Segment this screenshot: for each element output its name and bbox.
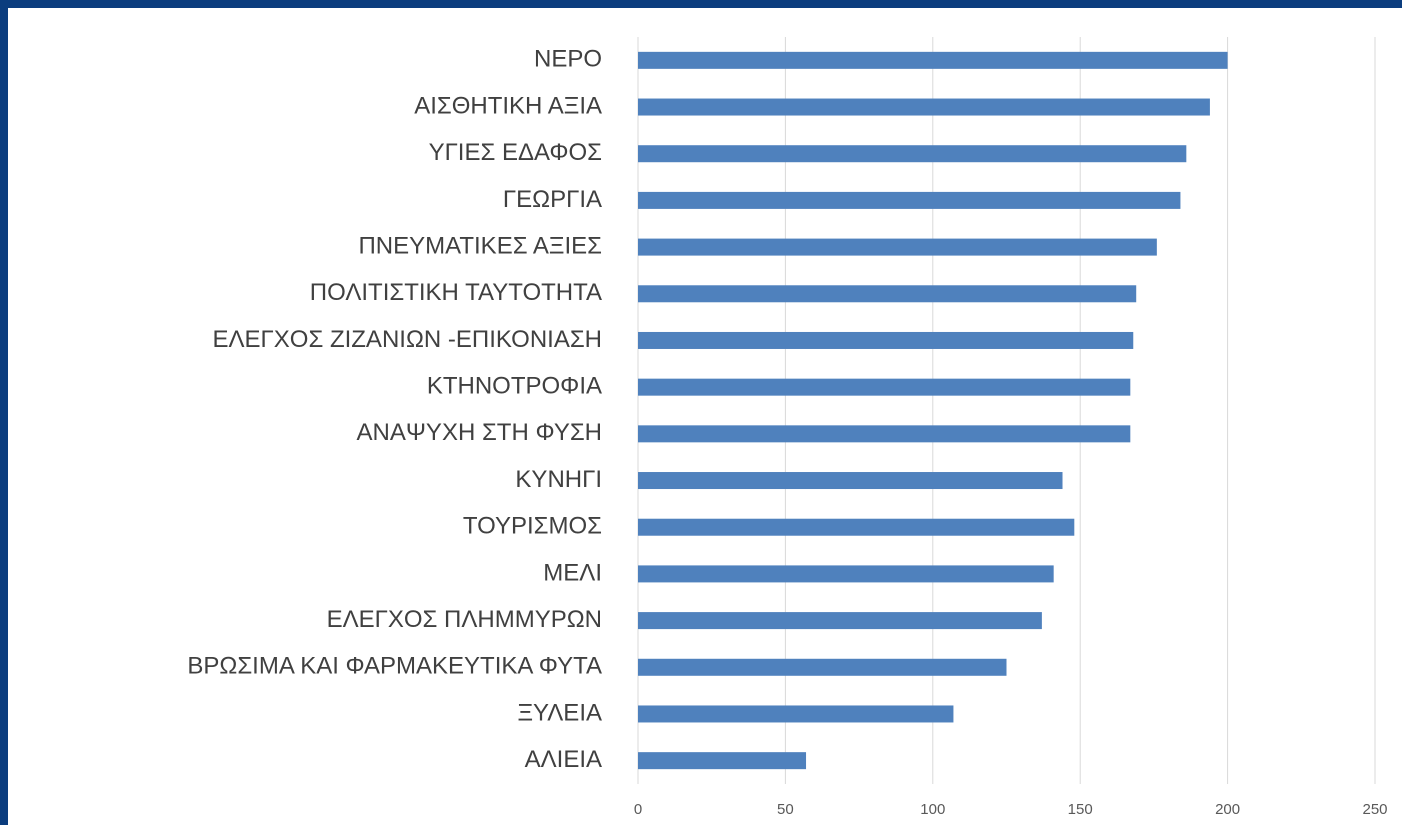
y-tick-label: ΝΕΡΟ [534, 46, 602, 73]
bar [638, 752, 807, 770]
x-tick-label: 150 [1068, 801, 1093, 818]
x-tick-label: 0 [634, 801, 642, 818]
plot-background [8, 8, 1402, 825]
bar [638, 705, 954, 723]
bar [638, 378, 1131, 396]
y-tick-label: ΚΥΝΗΓΙ [515, 466, 602, 493]
bar [638, 425, 1131, 443]
bar [638, 285, 1137, 303]
bar [638, 565, 1054, 583]
y-tick-label: ΥΓΙΕΣ ΕΔΑΦΟΣ [429, 139, 602, 166]
x-tick-label: 250 [1362, 801, 1387, 818]
y-tick-label: ΞΥΛΕΙΑ [517, 699, 602, 726]
y-tick-label: ΕΛΕΓΧΟΣ ΠΛΗΜΜΥΡΩΝ [327, 606, 602, 633]
x-tick-label: 200 [1215, 801, 1240, 818]
y-tick-label: ΑΙΣΘΗΤΙΚΗ ΑΞΙΑ [414, 92, 602, 119]
bar [638, 612, 1042, 630]
x-tick-label: 100 [920, 801, 945, 818]
bar [638, 98, 1210, 116]
y-tick-label: ΠΟΛΙΤΙΣΤΙΚΗ ΤΑΥΤΟΤΗΤΑ [310, 279, 602, 306]
bar [638, 191, 1181, 209]
bar [638, 472, 1063, 490]
bar [638, 518, 1075, 536]
bar [638, 331, 1134, 349]
y-tick-label: ΑΝΑΨΥΧΗ ΣΤΗ ΦΥΣΗ [357, 419, 602, 446]
y-tick-label: ΒΡΩΣΙΜΑ ΚΑΙ ΦΑΡΜΑΚΕΥΤΙΚΑ ΦΥΤΑ [187, 653, 602, 680]
x-tick-label: 50 [777, 801, 794, 818]
bar [638, 145, 1187, 163]
y-tick-label: ΠΝΕΥΜΑΤΙΚΕΣ ΑΞΙΕΣ [358, 232, 602, 259]
bar [638, 658, 1007, 676]
y-tick-label: ΜΕΛΙ [543, 559, 602, 586]
bar [638, 51, 1228, 69]
y-tick-label: ΓΕΩΡΓΙΑ [503, 186, 602, 213]
y-tick-label: ΕΛΕΓΧΟΣ ΖΙΖΑΝΙΩΝ -ΕΠΙΚΟΝΙΑΣΗ [213, 326, 603, 353]
y-tick-label: ΑΛΙΕΙΑ [525, 746, 602, 773]
y-tick-label: ΚΤΗΝΟΤΡΟΦΙΑ [427, 373, 602, 400]
y-tick-label: ΤΟΥΡΙΣΜΟΣ [463, 513, 602, 540]
bar [638, 238, 1157, 256]
